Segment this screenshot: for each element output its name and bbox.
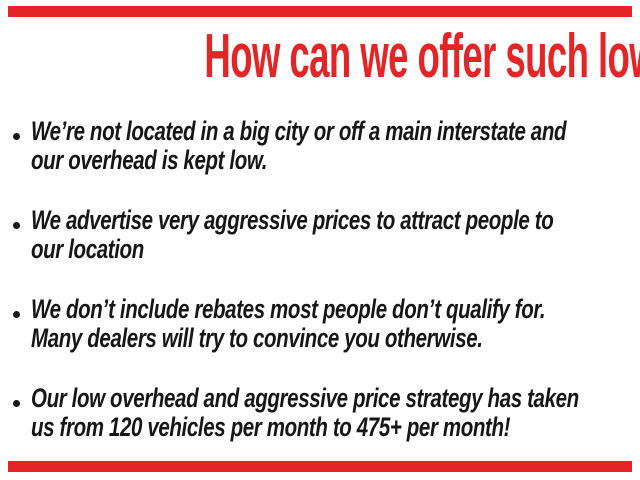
bullet-text: We’re not located in a big city or off a…	[31, 116, 567, 175]
bottom-accent-bar	[8, 461, 632, 472]
top-accent-bar	[8, 6, 632, 17]
bullet-text: We don’t include rebates most people don…	[31, 294, 546, 353]
list-item: We’re not located in a big city or off a…	[13, 117, 640, 175]
list-item: Our low overhead and aggressive price st…	[13, 384, 640, 442]
page-title: How can we offer such low prices?	[0, 26, 640, 88]
bullet-text: We advertise very aggressive prices to a…	[31, 205, 554, 264]
page-title-text: How can we offer such low prices?	[204, 22, 640, 91]
bullet-icon	[13, 133, 20, 140]
list-item: We advertise very aggressive prices to a…	[13, 206, 640, 264]
bullet-icon	[13, 400, 20, 407]
bullet-icon	[13, 311, 20, 318]
bullet-icon	[13, 222, 20, 229]
list-item: We don’t include rebates most people don…	[13, 295, 640, 353]
bullet-list: We’re not located in a big city or off a…	[13, 117, 640, 442]
bullet-text: Our low overhead and aggressive price st…	[31, 383, 579, 442]
